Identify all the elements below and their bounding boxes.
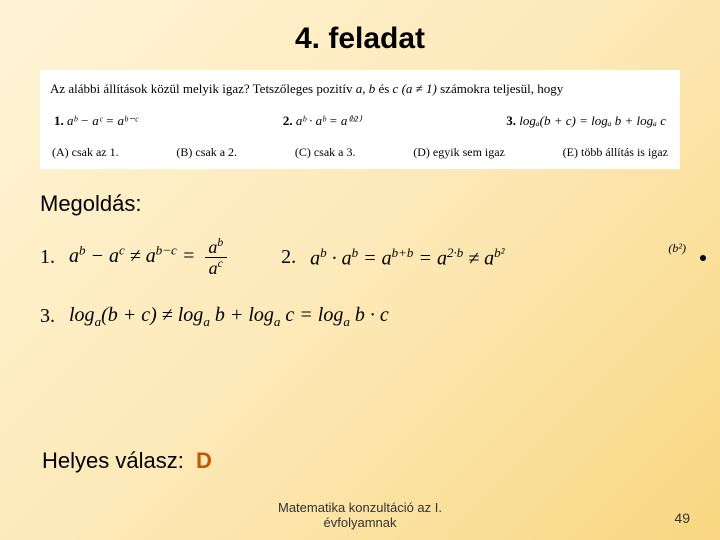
choice-a: (A) csak az 1.: [52, 144, 119, 161]
sol3-arg3: c: [280, 304, 294, 326]
solution-3: 3. loga(b + c) ≠ loga b + loga c = loga …: [40, 304, 680, 330]
sol2-trailing-sup: (b²): [668, 241, 686, 256]
sol1-frac-num: ab: [204, 237, 227, 257]
stmt-3: 3. logₐ(b + c) = logₐ b + logₐ c: [506, 112, 666, 130]
answer-letter: D: [196, 448, 212, 473]
stmt2-expr: aᵇ · aᵇ = a⁽ᵇ²⁾: [296, 113, 361, 128]
sol2-dot: ·: [327, 247, 342, 269]
solution-2: 2. ab · ab = ab+b = a2·b ≠ ab²: [281, 245, 504, 271]
solution-row-1: 1. ab − ac ≠ ab−c = ab ac 2. ab · ab = a…: [40, 237, 680, 278]
sol1-a3: a: [146, 245, 156, 267]
page-number: 49: [674, 510, 690, 526]
footer-line-2: évfolyamnak: [0, 515, 720, 530]
sol3-neq: ≠: [162, 304, 173, 326]
sol3-log1: log: [69, 304, 95, 326]
stmt-2: 2. aᵇ · aᵇ = a⁽ᵇ²⁾: [283, 112, 361, 130]
sol2-a4: a: [437, 247, 447, 269]
sol3-arg2: b: [210, 304, 225, 326]
sol1-fd-c: c: [218, 257, 223, 270]
sol2-expr: ab · ab = ab+b = a2·b ≠ ab²: [310, 245, 504, 271]
sol1-expr: ab − ac ≠ ab−c = ab ac: [69, 237, 231, 278]
sol3-num: 3.: [40, 305, 55, 328]
sol3-arg1: (b + c): [101, 304, 157, 326]
sol2-a1: a: [310, 247, 320, 269]
sol3-plus: +: [225, 304, 249, 326]
stmt3-label: 3.: [506, 113, 516, 128]
sol2-eq1: =: [358, 247, 382, 269]
sol1-fn-b: b: [217, 236, 223, 249]
sol1-num: 1.: [40, 246, 55, 269]
sol3-eq: =: [294, 304, 318, 326]
solutions: 1. ab − ac ≠ ab−c = ab ac 2. ab · ab = a…: [40, 237, 680, 330]
sol1-minus: −: [86, 245, 110, 267]
sol2-tb: 2·b: [447, 245, 463, 260]
sol1-a1: a: [69, 245, 79, 267]
sol3-arg4: b · c: [350, 304, 389, 326]
slide: 4. feladat Az alábbi állítások közül mel…: [0, 0, 720, 540]
var-c: c (a ≠ 1): [393, 81, 437, 96]
stmt2-label: 2.: [283, 113, 293, 128]
sol1-eq: =: [177, 245, 201, 267]
prompt-prefix: Az alábbi állítások közül melyik igaz? T…: [50, 81, 356, 96]
sol2-eq2: =: [413, 247, 437, 269]
slide-title: 4. feladat: [40, 22, 680, 56]
sol1-a2: a: [109, 245, 119, 267]
stmt1-expr: aᵇ − aᶜ = aᵇ⁻ᶜ: [67, 113, 138, 128]
sol2-num: 2.: [281, 246, 296, 269]
sol1-fn-a: a: [208, 237, 217, 257]
sol2-a3: a: [382, 247, 392, 269]
choice-c: (C) csak a 3.: [295, 144, 356, 161]
footer-line-1: Matematika konzultáció az I.: [0, 500, 720, 515]
choice-b: (B) csak a 2.: [176, 144, 237, 161]
sol1-bc: b−c: [156, 243, 177, 258]
solution-label: Megoldás:: [40, 191, 680, 217]
sol2-bb: b+b: [392, 245, 414, 260]
sol1-frac-den: ac: [205, 257, 227, 278]
sol3-log2: log: [178, 304, 204, 326]
sol3-log4: log: [318, 304, 344, 326]
answer-label: Helyes válasz:: [42, 448, 184, 473]
correct-answer: Helyes válasz: D: [42, 448, 212, 474]
choice-d: (D) egyik sem igaz: [413, 144, 505, 161]
question-statements: 1. aᵇ − aᶜ = aᵇ⁻ᶜ 2. aᵇ · aᵇ = a⁽ᵇ²⁾ 3. …: [50, 112, 670, 130]
sol2-neq: ≠: [463, 247, 484, 269]
question-choices: (A) csak az 1. (B) csak a 2. (C) csak a …: [50, 144, 670, 161]
stmt-1: 1. aᵇ − aᶜ = aᵇ⁻ᶜ: [54, 112, 138, 130]
question-panel: Az alábbi állítások közül melyik igaz? T…: [40, 70, 680, 169]
prompt-suffix: számokra teljesül, hogy: [437, 81, 563, 96]
solution-1: 1. ab − ac ≠ ab−c = ab ac: [40, 237, 231, 278]
sol1-fd-a: a: [209, 258, 218, 278]
sol2-bsq: b²: [494, 245, 504, 260]
sol3-expr: loga(b + c) ≠ loga b + loga c = loga b ·…: [69, 304, 389, 330]
question-prompt: Az alábbi állítások közül melyik igaz? T…: [50, 80, 670, 98]
sol1-neq: ≠: [125, 245, 146, 267]
sol3-log3: log: [248, 304, 274, 326]
sol2-a2: a: [342, 247, 352, 269]
stmt1-label: 1.: [54, 113, 64, 128]
and: és: [375, 81, 392, 96]
sol2-a5: a: [484, 247, 494, 269]
choice-e: (E) több állítás is igaz: [563, 144, 668, 161]
stmt3-expr: logₐ(b + c) = logₐ b + logₐ c: [519, 113, 666, 128]
sol1-fraction: ab ac: [204, 237, 227, 278]
footer: Matematika konzultáció az I. évfolyamnak: [0, 500, 720, 530]
bullet-icon: [700, 255, 706, 261]
